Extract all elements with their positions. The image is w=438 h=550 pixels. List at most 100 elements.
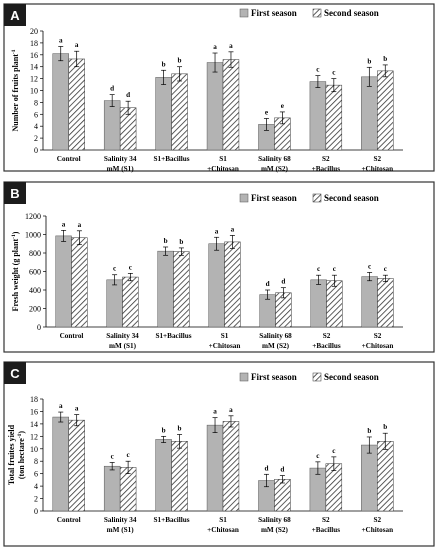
- legend-label-first-season: First season: [251, 193, 297, 203]
- legend-label-second-season: Second season: [324, 8, 379, 18]
- y-tick-label: 8: [34, 98, 38, 107]
- bar-group: b b S1+Bacillus: [154, 424, 190, 524]
- x-category-label: +Chitosan: [361, 165, 393, 173]
- y-tick-label: 800: [29, 249, 41, 258]
- legend: First season Second season: [239, 8, 379, 18]
- y-tick-label: 18: [30, 395, 38, 404]
- x-category-label: S1+Bacillus: [154, 516, 190, 524]
- y-tick-label: 1000: [25, 231, 41, 240]
- panel-badge-box: [4, 362, 26, 384]
- x-category-label: +Bacillus: [312, 165, 341, 173]
- legend: First season Second season: [239, 372, 379, 382]
- significance-letter: b: [178, 424, 182, 432]
- legend-label-second-season: Second season: [324, 193, 379, 203]
- bar-first-season: [155, 439, 172, 512]
- x-category-label: +Chitosan: [207, 526, 239, 534]
- bar-first-season: [206, 62, 224, 151]
- bar-second-season: [325, 84, 343, 151]
- y-tick-label: 0: [34, 507, 38, 516]
- bar-group: a a S1 +Chitosan: [208, 225, 241, 350]
- significance-letter: b: [162, 426, 166, 434]
- y-axis-label-text: Number of fruits plant: [11, 54, 20, 132]
- bar-group: d d Salinity 68 mM (S2): [259, 278, 292, 350]
- bar-second-season: [326, 280, 343, 328]
- significance-letter: b: [164, 237, 168, 245]
- significance-letter: b: [383, 423, 387, 431]
- significance-letter: a: [78, 221, 82, 229]
- x-category-label: +Chitosan: [209, 342, 241, 350]
- bar-second-season: [173, 251, 190, 328]
- bar-group: c c S2 +Bacillus: [309, 447, 343, 534]
- legend-swatch-first-season: [239, 8, 249, 18]
- x-category-label: Control: [57, 516, 81, 524]
- y-tick-label: 0: [34, 146, 38, 155]
- significance-letter: a: [59, 402, 63, 410]
- bar-group: c c S2 +Chitosan: [361, 262, 394, 350]
- significance-letter: c: [316, 66, 320, 74]
- x-category-label: S1+Bacillus: [155, 332, 191, 340]
- legend-label-first-season: First season: [251, 8, 297, 18]
- bar-group: a a Control: [52, 402, 85, 524]
- bar-first-season: [208, 243, 225, 328]
- y-tick-label: 6: [34, 470, 38, 479]
- bar-first-season: [52, 416, 69, 512]
- significance-letter: d: [280, 466, 284, 474]
- significance-letter: a: [231, 225, 235, 233]
- x-category-label: Salinity 68: [258, 155, 291, 163]
- significance-letter: c: [332, 447, 336, 455]
- legend-swatch-second-season: [312, 372, 322, 382]
- x-category-label: Salinity 34: [106, 332, 139, 340]
- y-tick-label: 6: [34, 110, 38, 119]
- y-axis-label-suffix: ): [17, 431, 26, 434]
- bar-first-season: [361, 276, 378, 328]
- y-axis-label-suffix: ): [11, 231, 20, 234]
- chart-panel-a: A First season Second season 0 2 4 6 8 10 12 14 16 1…: [3, 3, 435, 173]
- bar-second-season: [224, 241, 241, 328]
- bar-group: d d Salinity 68 mM (S2): [258, 464, 291, 534]
- x-category-label: S2: [323, 332, 331, 340]
- bar-second-season: [377, 278, 394, 328]
- y-axis-label-line2: (ton hectare-1): [17, 431, 26, 480]
- significance-letter: b: [367, 427, 371, 435]
- legend: First season Second season: [239, 193, 379, 203]
- legend-swatch-second-season: [312, 193, 322, 203]
- x-category-label: S1: [219, 155, 227, 163]
- significance-letter: b: [383, 55, 387, 63]
- significance-letter: c: [113, 265, 117, 273]
- y-tick-label: 4: [34, 482, 38, 491]
- bar-group: d d Salinity 34 mM (S1): [104, 85, 137, 173]
- x-category-label: Salinity 34: [104, 155, 137, 163]
- y-tick-label: 20: [30, 27, 38, 36]
- x-category-label: Salinity 68: [258, 516, 291, 524]
- y-tick-label: 1200: [25, 212, 41, 221]
- legend-swatch-first-season: [239, 193, 249, 203]
- y-tick-label: 10: [30, 445, 38, 454]
- bar-first-season: [309, 81, 327, 151]
- x-category-label: Salinity 68: [259, 332, 292, 340]
- y-tick-label: 8: [34, 457, 38, 466]
- significance-letter: d: [264, 464, 268, 472]
- y-tick-label: 400: [29, 286, 41, 295]
- panel-label: C: [10, 366, 20, 381]
- significance-letter: c: [316, 452, 320, 460]
- significance-letter: a: [229, 406, 233, 414]
- x-category-label: S2: [373, 155, 381, 163]
- significance-letter: a: [59, 36, 63, 44]
- y-axis-label-superscript: -1: [17, 433, 23, 438]
- bar-first-season: [157, 250, 174, 328]
- y-tick-label: 14: [30, 420, 38, 429]
- bar-second-season: [274, 479, 291, 512]
- significance-letter: a: [213, 408, 217, 416]
- x-category-label: S1: [221, 332, 229, 340]
- bar-group: c c Salinity 34 mM (S1): [106, 263, 139, 350]
- bar-second-season: [171, 441, 188, 512]
- x-category-label: mM (S2): [262, 342, 290, 350]
- y-axis-label-text: (ton hectare: [17, 438, 26, 479]
- x-category-label: mM (S1): [109, 342, 137, 350]
- bar-group: e e Salinity 68 mM (S2): [258, 102, 291, 173]
- x-category-label: Salinity 34: [104, 516, 137, 524]
- bar-group: a a S1 +Chitosan: [206, 406, 240, 534]
- significance-letter: c: [332, 69, 336, 77]
- significance-letter: a: [229, 42, 233, 50]
